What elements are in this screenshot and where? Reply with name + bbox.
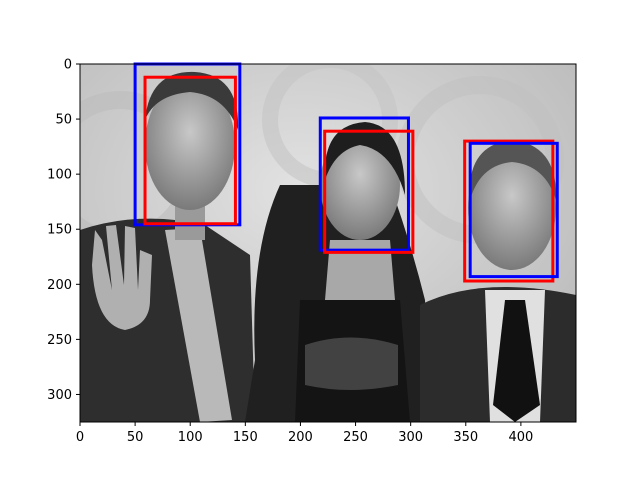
y-tick-label: 250 xyxy=(47,333,72,348)
blue-bounding-box-3 xyxy=(318,116,410,252)
red-bounding-box-5 xyxy=(463,139,555,283)
y-tick-label: 300 xyxy=(47,388,72,403)
photo-image xyxy=(80,64,576,422)
x-tick-label: 100 xyxy=(178,430,203,445)
x-tick-label: 200 xyxy=(288,430,313,445)
y-tick-label: 50 xyxy=(55,113,72,128)
x-tick-label: 300 xyxy=(398,430,423,445)
blue-bounding-box-6 xyxy=(468,141,559,279)
x-tick-label: 250 xyxy=(343,430,368,445)
axis-ticks: 0 50 100 150 200 250 300 350 400 0 50 100 150 200 250 3… xyxy=(47,58,533,446)
red-bounding-box-4 xyxy=(323,129,415,254)
person-middle xyxy=(245,122,430,422)
x-tick-label: 350 xyxy=(453,430,478,445)
y-tick-label: 100 xyxy=(47,168,72,183)
y-tick-label: 150 xyxy=(47,223,72,238)
x-tick-label: 150 xyxy=(233,430,258,445)
y-tick-label: 0 xyxy=(64,58,72,73)
y-tick-label: 200 xyxy=(47,278,72,293)
axes-frame xyxy=(79,63,577,423)
x-tick-label: 50 xyxy=(127,430,144,445)
red-bounding-box-2 xyxy=(143,75,237,226)
person-left xyxy=(80,71,255,422)
person-right xyxy=(420,140,576,422)
x-tick-label: 400 xyxy=(508,430,533,445)
x-tick-label: 0 xyxy=(76,430,84,445)
